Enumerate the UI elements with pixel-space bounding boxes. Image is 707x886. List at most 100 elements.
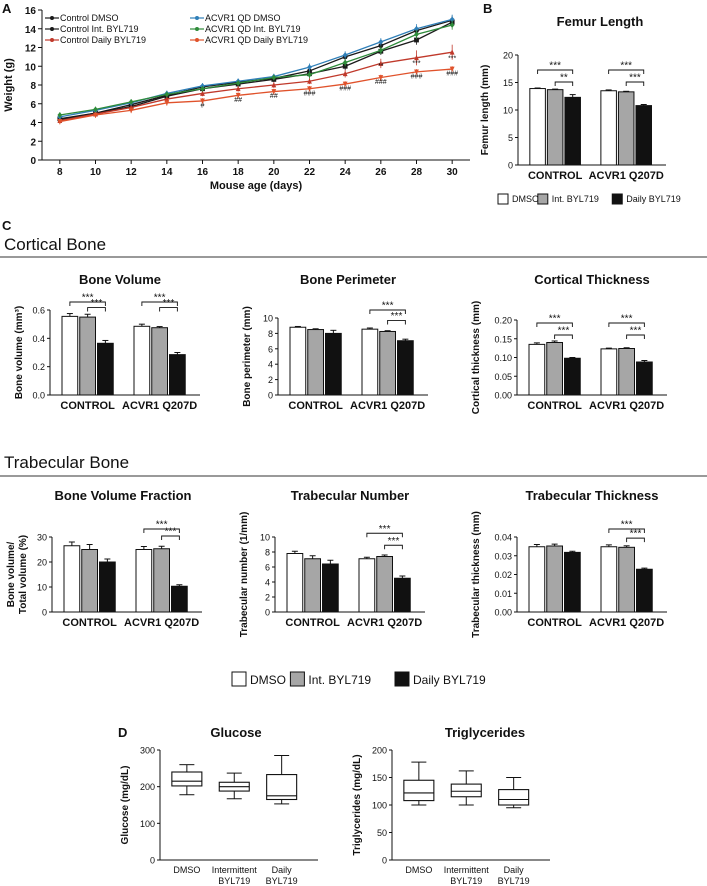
legend-label: DMSO (512, 194, 539, 204)
significance-bracket (626, 334, 645, 339)
data-point (93, 112, 98, 118)
data-point (307, 86, 312, 92)
y-tick-label: 200 (140, 782, 155, 792)
data-point (200, 98, 205, 104)
group-label: CONTROL (527, 617, 582, 629)
significance-bracket (369, 309, 406, 314)
significance-bracket (626, 537, 645, 543)
y-tick-label: 0.00 (494, 608, 512, 618)
data-point (342, 59, 348, 66)
data-point (235, 80, 241, 87)
series-line (59, 68, 453, 123)
x-tick-label: 20 (268, 167, 280, 178)
y-tick-label: 10 (25, 62, 37, 73)
significance-bracket (537, 69, 574, 74)
legend-label: Daily BYL719 (413, 673, 486, 687)
bvf-chart: Bone Volume Fraction 0 10 20 30 Bone volume/T… (6, 488, 202, 629)
y-tick-label: 30 (37, 533, 47, 543)
legend-label: ACVR1 QD Int. BYL719 (205, 24, 301, 34)
y-tick-label: 4 (265, 578, 270, 588)
section-cortical: Cortical Bone (4, 235, 106, 254)
bar (376, 556, 393, 613)
data-point (414, 54, 419, 61)
significance-bracket (608, 528, 645, 533)
series-line (59, 24, 453, 116)
group-label: ACVR1 Q207D (589, 617, 664, 629)
y-tick-label: 4 (30, 119, 36, 130)
x-tick-label: 14 (161, 167, 173, 178)
bar (379, 330, 396, 396)
y-tick-label: 8 (265, 548, 270, 558)
bar (135, 549, 153, 613)
y-tick-label: 50 (377, 828, 387, 838)
data-point (164, 100, 170, 106)
bar (361, 328, 379, 396)
y-tick-label: 6 (30, 100, 36, 111)
bar (151, 327, 168, 396)
category-label: DMSO (405, 865, 432, 875)
x-tick-label: 16 (197, 167, 209, 178)
bar (61, 315, 79, 396)
significance-bracket (161, 535, 180, 540)
bar (600, 90, 617, 166)
data-point (449, 22, 455, 28)
y-tick-label: 10 (37, 583, 47, 593)
legend-label: Control DMSO (60, 13, 119, 23)
significance-label: *** (621, 520, 633, 531)
panel-d-label: D (118, 725, 127, 740)
triglycerides-chart: Triglycerides 0 50 100 150 200 Triglycerides (… (352, 725, 550, 886)
y-tick-label: 100 (140, 819, 155, 829)
group-label: ACVR1 Q207D (124, 617, 199, 629)
significance-label: *** (549, 61, 561, 72)
significance-bracket (69, 301, 106, 306)
bar (397, 340, 414, 396)
y-tick-label: 20 (503, 51, 513, 61)
data-point (449, 66, 455, 72)
y-tick-label: 0.2 (32, 362, 45, 372)
bar (79, 316, 96, 396)
legend-swatch (537, 193, 549, 205)
legend-label: Int. BYL719 (552, 194, 599, 204)
data-point (271, 89, 277, 95)
y-tick-label: 0.10 (494, 353, 512, 363)
significance-label: *** (91, 298, 103, 309)
series-line (59, 51, 453, 122)
y-tick-label: 0 (382, 856, 387, 866)
bar (97, 342, 114, 396)
data-point (414, 37, 419, 43)
data-point (307, 78, 312, 84)
y-tick-label: 15 (503, 78, 513, 88)
significance-mark: *** (412, 60, 420, 67)
significance-label: *** (620, 61, 632, 72)
data-point (128, 107, 134, 114)
panel-c-label: C (2, 218, 12, 233)
group-label: CONTROL (528, 170, 583, 182)
significance-mark: ## (270, 93, 278, 100)
bar (618, 348, 635, 396)
significance-label: *** (630, 529, 642, 540)
data-point (414, 69, 419, 75)
y-tick-label: 300 (140, 746, 155, 756)
significance-label: *** (629, 73, 641, 84)
legend-label: ACVR1 QD DMSO (205, 13, 281, 23)
bar (286, 553, 304, 613)
bar (304, 558, 321, 613)
group-label: ACVR1 Q207D (122, 400, 197, 412)
bar (322, 563, 339, 613)
x-tick-label: 28 (411, 167, 423, 178)
legend-swatch (289, 671, 305, 687)
bar (635, 105, 653, 166)
data-point (271, 82, 277, 88)
x-tick-label: 30 (447, 167, 459, 178)
category-label: BYL719 (498, 876, 530, 886)
legend-label: Control Int. BYL719 (60, 24, 139, 34)
group-label: ACVR1 Q207D (350, 400, 425, 412)
x-tick-label: 8 (57, 167, 63, 178)
bar (529, 88, 546, 166)
significance-bracket (554, 334, 573, 339)
chart-title: Bone Perimeter (300, 272, 396, 287)
y-tick-label: 12 (25, 44, 37, 55)
y-axis-label: Triglycerides (mg/dL) (352, 754, 363, 855)
